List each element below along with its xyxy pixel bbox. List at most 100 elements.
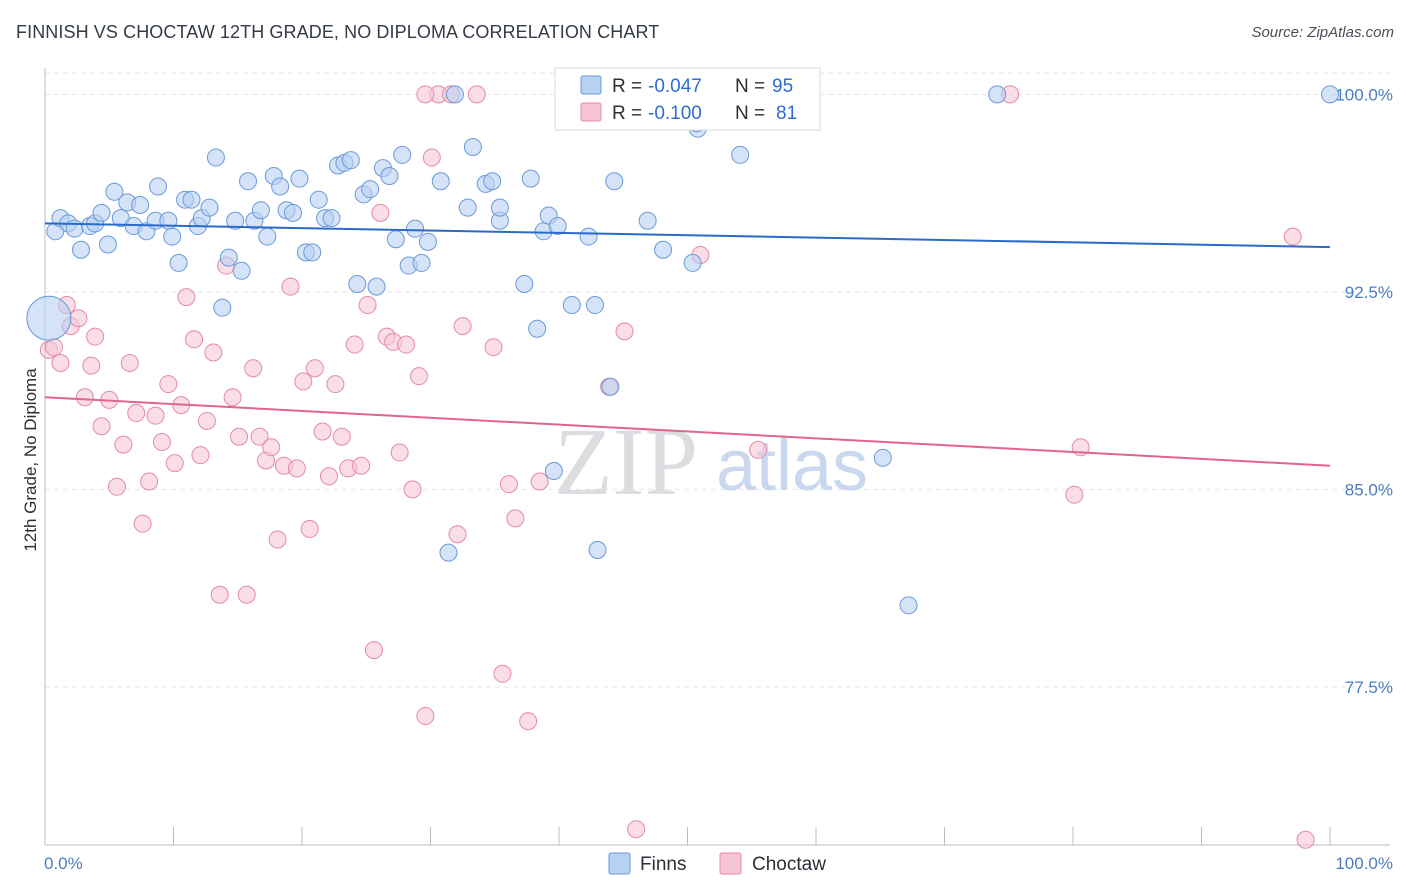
choctaw-point <box>127 404 146 423</box>
finns-point <box>439 543 458 562</box>
choctaw-point <box>82 356 101 375</box>
finns-swatch-icon <box>580 75 602 95</box>
choctaw-point <box>416 85 435 104</box>
finns-point <box>290 169 309 188</box>
choctaw-point <box>332 427 351 446</box>
choctaw-trend-line <box>44 396 1331 467</box>
stats-legend: R = -0.047 N = 95 R = -0.100 N = 81 <box>554 67 821 131</box>
choctaw-point <box>358 296 377 315</box>
finns-point <box>544 461 563 480</box>
choctaw-point <box>448 525 467 544</box>
choctaw-point <box>371 203 390 222</box>
choctaw-points <box>39 85 1315 849</box>
choctaw-point <box>114 435 133 454</box>
choctaw-point <box>191 446 210 465</box>
finns-point <box>588 541 607 560</box>
chart-source: Source: ZipAtlas.com <box>1251 24 1394 41</box>
choctaw-point <box>300 519 319 538</box>
x-tick-label: 0.0% <box>44 854 83 873</box>
finns-point <box>406 219 425 238</box>
choctaw-point <box>397 335 416 354</box>
y-tick-label: 100.0% <box>1335 85 1393 104</box>
finns-point <box>562 296 581 315</box>
y-axis-title: 12th Grade, No Diploma <box>21 368 40 552</box>
finns-n-label: N = <box>735 76 765 97</box>
choctaw-point <box>364 641 383 660</box>
series-legend: Finns Choctaw <box>608 852 826 875</box>
choctaw-point <box>749 440 768 459</box>
choctaw-point <box>615 322 634 341</box>
finns-point <box>232 261 251 280</box>
y-tick-label: 85.0% <box>1345 480 1393 499</box>
choctaw-point <box>409 367 428 386</box>
choctaw-point <box>92 417 111 436</box>
finns-point <box>98 235 117 254</box>
choctaw-point <box>44 338 63 357</box>
finns-point <box>309 190 328 209</box>
legend-finns-icon <box>608 852 631 875</box>
finns-point <box>483 172 502 191</box>
finns-point <box>899 596 918 615</box>
legend-choctaw-icon <box>719 852 742 875</box>
choctaw-point <box>313 422 332 441</box>
finns-point <box>380 166 399 185</box>
finns-point <box>200 198 219 217</box>
finns-point <box>182 190 201 209</box>
grid-layer <box>45 72 1390 688</box>
finns-point <box>548 217 567 236</box>
choctaw-point <box>210 585 229 604</box>
choctaw-point <box>1065 485 1084 504</box>
choctaw-point <box>152 433 171 452</box>
finns-r-value: -0.047 <box>648 76 702 97</box>
finns-point <box>431 172 450 191</box>
finns-point <box>322 209 341 228</box>
finns-point <box>601 377 620 396</box>
y-tick-labels: 77.5% 85.0% 92.5% 100.0% <box>1335 85 1393 697</box>
finns-point <box>585 296 604 315</box>
choctaw-r-value: -0.100 <box>648 103 702 124</box>
choctaw-point <box>120 353 139 372</box>
finns-point <box>163 227 182 246</box>
choctaw-point <box>352 456 371 475</box>
finns-point <box>528 319 547 338</box>
finns-point <box>515 274 534 293</box>
legend-choctaw-label: Choctaw <box>752 854 826 875</box>
finns-point <box>213 298 232 317</box>
choctaw-swatch-icon <box>580 102 602 122</box>
finns-point <box>579 227 598 246</box>
finns-point <box>605 172 624 191</box>
choctaw-point <box>467 85 486 104</box>
finns-point <box>367 277 386 296</box>
choctaw-n-label: N = <box>735 103 765 124</box>
finns-point <box>206 148 225 167</box>
trend-lines <box>44 222 1331 467</box>
choctaw-point <box>305 359 324 378</box>
choctaw-point <box>133 514 152 533</box>
y-tick-label: 77.5% <box>1345 678 1393 697</box>
finns-point <box>1321 85 1339 104</box>
choctaw-point <box>506 509 525 528</box>
choctaw-point <box>281 277 300 296</box>
choctaw-point <box>326 375 345 394</box>
choctaw-point <box>294 372 313 391</box>
finns-point <box>131 195 150 214</box>
finns-point <box>988 85 1007 104</box>
finns-n-value: 95 <box>772 76 793 97</box>
finns-point <box>92 203 111 222</box>
choctaw-point <box>319 467 338 486</box>
axis-layer <box>44 68 1390 846</box>
choctaw-point <box>1296 830 1315 849</box>
finns-point <box>341 151 360 170</box>
finns-point <box>731 145 750 164</box>
choctaw-point <box>499 475 518 494</box>
choctaw-point <box>177 288 196 307</box>
finns-point <box>445 85 464 104</box>
finns-point <box>412 253 431 272</box>
choctaw-point <box>453 317 472 336</box>
finns-r-label: R = <box>612 76 642 97</box>
choctaw-point <box>51 353 70 372</box>
finns-point <box>654 240 673 259</box>
choctaw-point <box>165 454 184 473</box>
finns-point <box>169 253 188 272</box>
y-tick-label: 92.5% <box>1345 283 1393 302</box>
